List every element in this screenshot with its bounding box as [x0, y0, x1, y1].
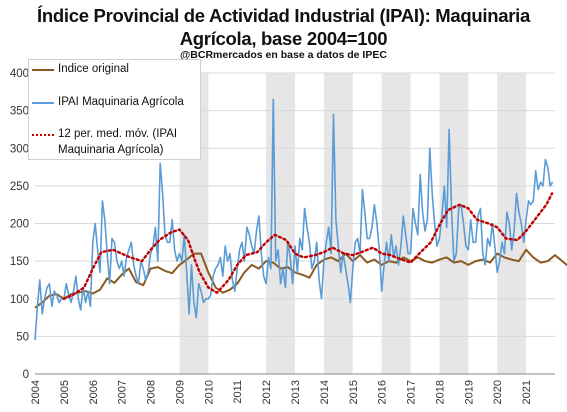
- chart-title-text: Índice Provincial de Actividad Industria…: [37, 5, 530, 49]
- y-tick-label-200: 200: [10, 219, 29, 231]
- x-tick-label-2005: 2005: [59, 380, 71, 404]
- x-tick-label-2020: 2020: [492, 380, 504, 404]
- y-tick-label-300: 300: [10, 143, 29, 155]
- x-tick-label-2016: 2016: [377, 380, 389, 404]
- x-tick-label-2014: 2014: [319, 380, 331, 404]
- y-tick-label-250: 250: [10, 181, 29, 193]
- legend-label-original: Indice original: [58, 63, 129, 75]
- x-tick-label-2015: 2015: [348, 380, 360, 404]
- chart-subtitle: @BCRmercados en base a datos de IPEC: [180, 49, 387, 61]
- y-tick-label-400: 400: [10, 68, 29, 80]
- legend-swatch-ipai: [32, 102, 54, 104]
- x-tick-label-2019: 2019: [463, 380, 475, 404]
- x-axis-tick-labels: 2004 2005 2006 2007 2008 2009 2010 2011 2012 2013…: [30, 380, 533, 404]
- legend-label-ipai: IPAI Maquinaria Agrícola: [58, 96, 184, 108]
- x-tick-label-2007: 2007: [117, 380, 129, 404]
- series-line-0: [34, 248, 567, 309]
- series-lines: [34, 98, 567, 341]
- y-tick-label-50: 50: [16, 331, 29, 343]
- y-tick-label-100: 100: [10, 294, 29, 306]
- x-tick-label-2012: 2012: [261, 380, 273, 404]
- x-tick-label-2010: 2010: [203, 380, 215, 404]
- x-tick-label-2009: 2009: [174, 380, 186, 404]
- legend-swatch-moving-average: [32, 134, 54, 136]
- x-tick-label-2013: 2013: [290, 380, 302, 404]
- legend: Indice original IPAI Maquinaria Agrícola…: [28, 59, 201, 160]
- x-tick-label-2006: 2006: [88, 380, 100, 404]
- x-tick-label-2008: 2008: [146, 380, 158, 404]
- legend-label-moving-average: 12 per. med. móv. (IPAI Maquinaria Agríc…: [58, 128, 178, 156]
- y-tick-label-0: 0: [23, 369, 29, 381]
- y-axis-tick-labels: 0 50 100 150 200 250 300 350 400: [10, 68, 29, 381]
- x-tick-label-2018: 2018: [434, 380, 446, 404]
- x-tick-label-2011: 2011: [232, 380, 244, 404]
- series-line-2: [62, 192, 554, 300]
- y-tick-label-350: 350: [10, 106, 29, 118]
- chart-title: Índice Provincial de Actividad Industria…: [0, 4, 567, 50]
- y-tick-label-150: 150: [10, 256, 29, 268]
- x-tick-label-2004: 2004: [30, 380, 42, 404]
- series-line-1: [34, 98, 554, 341]
- x-tick-label-2017: 2017: [406, 380, 418, 404]
- legend-swatch-original: [32, 69, 54, 71]
- x-tick-label-2021: 2021: [521, 380, 533, 404]
